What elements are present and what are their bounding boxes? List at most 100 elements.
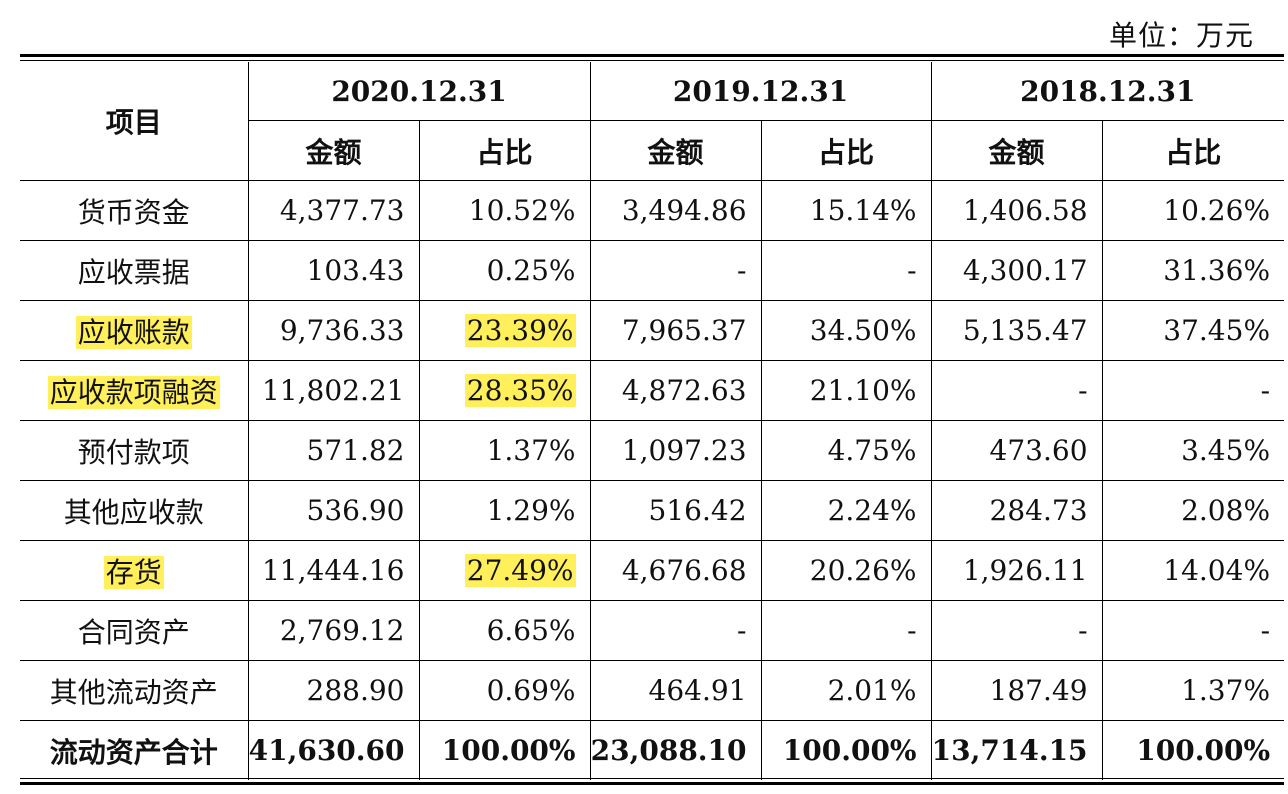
cell-value: 1.37%: [486, 434, 576, 467]
table-row: 合同资产 2,769.12 6.65% - - - -: [20, 600, 1285, 661]
cell-value: 5,135.47: [962, 314, 1088, 347]
value-cell: 2.08%: [1101, 480, 1285, 541]
cell-value: 2.08%: [1181, 494, 1271, 527]
row-label: 存货: [103, 555, 164, 589]
value-cell: 4,377.73: [247, 180, 420, 241]
value-cell: 10.52%: [418, 180, 591, 241]
top-rule-thin: [20, 60, 1284, 61]
row-label-cell: 其他应收款: [20, 480, 249, 541]
period-header: 2019.12.31: [589, 62, 932, 121]
cell-value: 34.50%: [809, 314, 917, 347]
cell-value: 1.37%: [1181, 674, 1271, 707]
value-cell: -: [760, 240, 932, 301]
value-cell: 2.24%: [760, 480, 932, 541]
value-cell: 21.10%: [760, 360, 932, 421]
cell-value: 1,926.11: [962, 554, 1088, 587]
row-label-cell: 其他流动资产: [20, 660, 249, 721]
value-cell: 1,406.58: [930, 180, 1103, 241]
row-label-cell: 货币资金: [20, 180, 249, 241]
cell-value: 21.10%: [809, 374, 917, 407]
cell-value: 103.43: [306, 254, 405, 287]
cell-value: 27.49%: [464, 554, 576, 587]
value-cell: 100.00%: [1101, 720, 1285, 780]
value-cell: 4,300.17: [930, 240, 1103, 301]
cell-value: 4,300.17: [962, 254, 1088, 287]
cell-value: -: [1078, 374, 1088, 407]
row-label-cell: 应收账款: [20, 300, 249, 361]
row-label-cell: 流动资产合计: [20, 720, 249, 780]
cell-value: 11,802.21: [261, 374, 405, 407]
cell-value: 3,494.86: [621, 194, 747, 227]
amount-header: 金额: [930, 120, 1103, 181]
cell-value: 9,736.33: [279, 314, 405, 347]
cell-value: 0.69%: [486, 674, 576, 707]
cell-value: -: [1078, 614, 1088, 647]
cell-value: 11,444.16: [261, 554, 405, 587]
row-label: 流动资产合计: [49, 735, 218, 769]
value-cell: 1.37%: [418, 420, 591, 481]
cell-value: 13,714.15: [931, 734, 1088, 767]
value-cell: 28.35%: [418, 360, 591, 421]
value-cell: 473.60: [930, 420, 1103, 481]
cell-value: 3.45%: [1181, 434, 1271, 467]
value-cell: 288.90: [247, 660, 420, 721]
ratio-header: 占比: [760, 120, 932, 181]
value-cell: 4,676.68: [589, 540, 762, 601]
value-cell: 13,714.15: [930, 720, 1103, 780]
value-cell: 37.45%: [1101, 300, 1285, 361]
value-cell: 11,802.21: [247, 360, 420, 421]
cell-value: 2.24%: [827, 494, 917, 527]
value-cell: 1,926.11: [930, 540, 1103, 601]
cell-value: 1,097.23: [621, 434, 747, 467]
cell-value: 2.01%: [827, 674, 917, 707]
amount-header: 金额: [248, 120, 420, 181]
row-label: 其他流动资产: [49, 675, 218, 709]
cell-value: 284.73: [989, 494, 1088, 527]
value-cell: -: [1101, 360, 1285, 421]
value-cell: 1.37%: [1101, 660, 1285, 721]
period-header: 2018.12.31: [930, 62, 1285, 121]
cell-value: 15.14%: [809, 194, 917, 227]
unit-label: 单位：万元: [1108, 19, 1254, 52]
value-cell: 516.42: [589, 480, 762, 541]
table-row: 其他流动资产 288.90 0.69% 464.91 2.01% 187.49 1.37%: [20, 660, 1285, 721]
cell-value: 23,088.10: [590, 734, 747, 767]
ratio-header: 占比: [1101, 120, 1285, 181]
value-cell: 536.90: [247, 480, 420, 541]
table-row: 应收账款 9,736.33 23.39% 7,965.37 34.50% 5,135.47…: [20, 300, 1285, 361]
cell-value: -: [1260, 374, 1271, 407]
table-row: 货币资金 4,377.73 10.52% 3,494.86 15.14% 1,406.58…: [20, 180, 1285, 241]
table-row: 应收票据 103.43 0.25% - - 4,300.17 31.36%: [20, 240, 1285, 301]
row-label: 预付款项: [77, 435, 190, 469]
value-cell: 23.39%: [418, 300, 591, 361]
value-cell: 3.45%: [1101, 420, 1285, 481]
ratio-header: 占比: [418, 120, 591, 181]
cell-value: -: [1260, 614, 1271, 647]
value-cell: 187.49: [930, 660, 1103, 721]
value-cell: 15.14%: [760, 180, 932, 241]
item-header: 项目: [20, 62, 249, 181]
value-cell: -: [930, 360, 1103, 421]
cell-value: 100.00%: [782, 734, 917, 767]
value-cell: 41,630.60: [247, 720, 420, 780]
value-cell: 4,872.63: [589, 360, 762, 421]
value-cell: 31.36%: [1101, 240, 1285, 301]
cell-value: -: [907, 614, 917, 647]
value-cell: 100.00%: [760, 720, 932, 780]
row-label: 应收账款: [75, 315, 192, 349]
amount-header: 金额: [589, 120, 762, 181]
value-cell: 5,135.47: [930, 300, 1103, 361]
cell-value: 7,965.37: [621, 314, 747, 347]
value-cell: 34.50%: [760, 300, 932, 361]
value-cell: 0.69%: [418, 660, 591, 721]
row-label-cell: 存货: [20, 540, 249, 601]
cell-value: 1.29%: [486, 494, 576, 527]
row-label: 应收款项融资: [47, 375, 220, 409]
cell-value: 100.00%: [1136, 734, 1271, 767]
cell-value: 464.91: [648, 674, 747, 707]
cell-value: 187.49: [989, 674, 1088, 707]
cell-value: 536.90: [306, 494, 405, 527]
current-assets-table: 项目 2020.12.31 2019.12.31 2018.12.31 金额 占…: [20, 62, 1285, 780]
total-row: 流动资产合计 41,630.60 100.00% 23,088.10 100.00% 13…: [20, 720, 1285, 780]
row-label-cell: 合同资产: [20, 600, 249, 661]
